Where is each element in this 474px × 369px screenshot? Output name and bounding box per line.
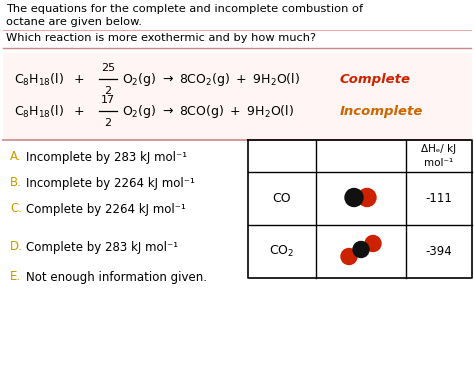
Text: Incomplete by 283 kJ mol⁻¹: Incomplete by 283 kJ mol⁻¹ <box>26 151 187 163</box>
Text: Complete: Complete <box>340 73 411 86</box>
Text: Not enough information given.: Not enough information given. <box>26 270 207 283</box>
Text: $\mathrm{O_2(g)\ \rightarrow\ 8CO(g)\ +\ 9H_2O(l)}$: $\mathrm{O_2(g)\ \rightarrow\ 8CO(g)\ +\… <box>122 103 294 121</box>
Circle shape <box>365 235 381 252</box>
Text: $\mathrm{C_8H_{18}(l)\ \ +}$: $\mathrm{C_8H_{18}(l)\ \ +}$ <box>14 72 85 88</box>
Text: $\mathrm{C_8H_{18}(l)\ \ +}$: $\mathrm{C_8H_{18}(l)\ \ +}$ <box>14 104 85 120</box>
Text: ΔHₑ/ kJ
mol⁻¹: ΔHₑ/ kJ mol⁻¹ <box>421 144 456 168</box>
Text: Complete by 283 kJ mol⁻¹: Complete by 283 kJ mol⁻¹ <box>26 241 178 254</box>
Circle shape <box>341 248 357 265</box>
Circle shape <box>358 189 376 207</box>
Text: Which reaction is more exothermic and by how much?: Which reaction is more exothermic and by… <box>6 33 316 43</box>
Circle shape <box>353 241 369 258</box>
Text: $\mathrm{CO_2}$: $\mathrm{CO_2}$ <box>269 244 295 259</box>
Text: The equations for the complete and incomplete combustion of: The equations for the complete and incom… <box>6 4 363 14</box>
Text: CO: CO <box>273 192 292 205</box>
Text: A.: A. <box>10 151 21 163</box>
Text: 17: 17 <box>101 95 115 105</box>
Text: $\mathrm{O_2(g)\ \rightarrow\ 8CO_2(g)\ +\ 9H_2O(l)}$: $\mathrm{O_2(g)\ \rightarrow\ 8CO_2(g)\ … <box>122 72 300 89</box>
Text: E.: E. <box>10 270 21 283</box>
Text: 25: 25 <box>101 63 115 73</box>
Text: 2: 2 <box>104 86 111 96</box>
Text: 2: 2 <box>104 118 111 128</box>
Text: C.: C. <box>10 203 22 215</box>
Text: -111: -111 <box>426 192 453 205</box>
Text: B.: B. <box>10 176 22 190</box>
Text: D.: D. <box>10 241 23 254</box>
Circle shape <box>345 189 363 207</box>
Text: Incomplete: Incomplete <box>340 106 423 118</box>
Text: Complete by 2264 kJ mol⁻¹: Complete by 2264 kJ mol⁻¹ <box>26 203 186 215</box>
Text: Incomplete by 2264 kJ mol⁻¹: Incomplete by 2264 kJ mol⁻¹ <box>26 176 195 190</box>
Text: octane are given below.: octane are given below. <box>6 17 142 27</box>
Text: -394: -394 <box>426 245 452 258</box>
Bar <box>3 53 472 140</box>
